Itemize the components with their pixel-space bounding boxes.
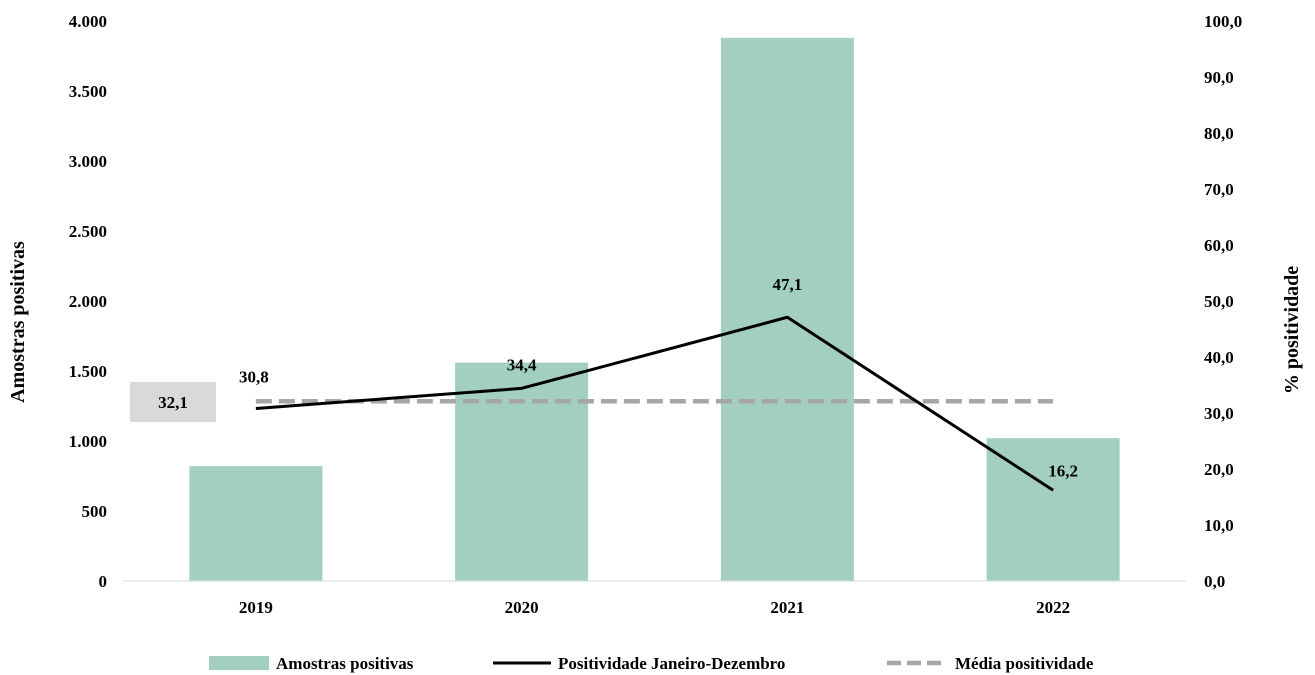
positivity-label-2019: 30,8 <box>239 368 269 387</box>
legend: Amostras positivas Positividade Janeiro-… <box>209 654 1094 673</box>
y-tick-label: 2.000 <box>69 292 107 311</box>
legend-label-line: Positividade Janeiro-Dezembro <box>558 654 785 673</box>
y2-tick-label: 70,0 <box>1204 180 1234 199</box>
x-tick-label-2021: 2021 <box>770 598 804 617</box>
legend-swatch-bars <box>209 656 269 670</box>
y-tick-label: 500 <box>82 502 108 521</box>
positivity-label-2022: 16,2 <box>1048 461 1078 480</box>
bar-2020 <box>455 362 589 581</box>
x-tick-label-2019: 2019 <box>239 598 273 617</box>
y2-tick-label: 20,0 <box>1204 460 1234 479</box>
y-axis-title: Amostras positivas <box>7 241 29 403</box>
y2-axis-title: % positividade <box>1281 266 1303 394</box>
y-tick-label: 0 <box>99 572 108 591</box>
x-axis-ticks: 2019 2020 2021 2022 <box>239 598 1070 617</box>
y-tick-label: 1.500 <box>69 362 107 381</box>
positivity-line-group <box>255 315 1054 492</box>
y2-tick-label: 40,0 <box>1204 348 1234 367</box>
average-label-box <box>130 382 216 422</box>
y2-tick-label: 50,0 <box>1204 292 1234 311</box>
bar-2021 <box>720 37 854 582</box>
y-tick-label: 3.000 <box>69 152 107 171</box>
x-tick-label-2022: 2022 <box>1036 598 1070 617</box>
y2-tick-label: 90,0 <box>1204 68 1234 87</box>
y-tick-label: 2.500 <box>69 222 107 241</box>
y-tick-label: 1.000 <box>69 432 107 451</box>
y2-tick-label: 60,0 <box>1204 236 1234 255</box>
bars-group <box>189 37 1120 582</box>
y2-tick-label: 30,0 <box>1204 404 1234 423</box>
y2-tick-label: 10,0 <box>1204 516 1234 535</box>
legend-label-average: Média positividade <box>955 654 1094 673</box>
left-axis-ticks: 0 500 1.000 1.500 2.000 2.500 3.000 3.500 4.000 <box>69 12 107 591</box>
average-label: 32,1 <box>158 393 188 412</box>
positivity-label-2020: 34,4 <box>507 355 537 374</box>
average-line-group: 32,1 <box>130 382 1054 422</box>
positivity-line <box>255 315 1054 492</box>
legend-label-bars: Amostras positivas <box>276 654 414 673</box>
y2-tick-label: 80,0 <box>1204 124 1234 143</box>
y-tick-label: 4.000 <box>69 12 107 31</box>
y2-tick-label: 100,0 <box>1204 12 1242 31</box>
right-axis-ticks: 0,0 10,0 20,0 30,0 40,0 50,0 60,0 70,0 80,0 90,0 1… <box>1204 12 1242 591</box>
data-labels-group: 30,8 34,4 47,1 16,2 <box>239 275 1078 480</box>
x-tick-label-2020: 2020 <box>505 598 539 617</box>
y-tick-label: 3.500 <box>69 82 107 101</box>
y2-tick-label: 0,0 <box>1204 572 1225 591</box>
bar-2019 <box>189 466 323 581</box>
positivity-label-2021: 47,1 <box>773 275 803 294</box>
